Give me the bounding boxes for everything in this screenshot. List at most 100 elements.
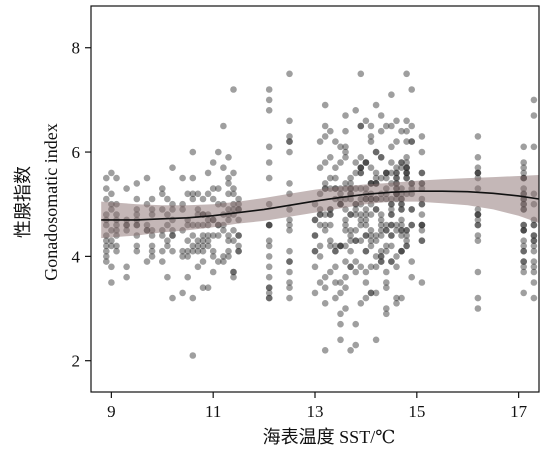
data-point bbox=[474, 221, 482, 229]
data-point bbox=[383, 279, 390, 286]
data-point bbox=[286, 268, 293, 276]
data-point bbox=[393, 221, 400, 229]
data-point bbox=[474, 232, 482, 239]
data-point bbox=[474, 206, 482, 213]
data-point bbox=[286, 279, 293, 286]
data-point bbox=[372, 253, 380, 260]
data-point bbox=[520, 164, 527, 171]
data-point bbox=[327, 237, 334, 244]
data-point bbox=[352, 159, 360, 166]
data-point bbox=[367, 138, 375, 145]
data-point bbox=[337, 159, 344, 166]
data-point bbox=[357, 169, 365, 177]
data-point bbox=[362, 268, 370, 276]
data-point bbox=[265, 294, 273, 302]
data-point bbox=[362, 159, 370, 166]
data-point bbox=[164, 237, 171, 244]
data-point bbox=[418, 133, 426, 140]
data-point bbox=[403, 164, 410, 171]
data-point bbox=[332, 279, 339, 286]
y-tick-label: 8 bbox=[72, 39, 81, 58]
data-point bbox=[403, 164, 410, 171]
data-point bbox=[230, 190, 237, 198]
data-point bbox=[311, 232, 319, 239]
data-point bbox=[362, 247, 370, 255]
data-point bbox=[372, 232, 380, 239]
data-point bbox=[383, 247, 390, 255]
data-point bbox=[108, 242, 115, 250]
data-point bbox=[377, 154, 385, 161]
data-point bbox=[286, 138, 293, 145]
data-point bbox=[103, 174, 110, 182]
data-point bbox=[184, 247, 191, 255]
data-point bbox=[474, 133, 482, 140]
data-point bbox=[311, 247, 319, 255]
data-point bbox=[383, 169, 390, 177]
data-point bbox=[474, 169, 482, 177]
data-point bbox=[337, 289, 344, 297]
data-point bbox=[474, 221, 482, 229]
data-point bbox=[327, 127, 334, 135]
data-point bbox=[520, 221, 527, 229]
data-point bbox=[215, 232, 222, 239]
data-point bbox=[113, 247, 120, 255]
data-point bbox=[123, 263, 130, 271]
data-point bbox=[169, 247, 176, 255]
data-point bbox=[347, 211, 354, 218]
data-point bbox=[530, 263, 538, 271]
data-point bbox=[209, 159, 217, 166]
data-point bbox=[383, 305, 390, 312]
data-point bbox=[332, 174, 339, 182]
data-point bbox=[342, 305, 349, 312]
data-point bbox=[418, 148, 426, 156]
data-point bbox=[159, 190, 166, 198]
data-point bbox=[123, 185, 130, 192]
data-point bbox=[383, 227, 390, 234]
data-point bbox=[184, 237, 191, 244]
data-point bbox=[189, 190, 197, 198]
data-point bbox=[530, 221, 538, 229]
data-point bbox=[337, 279, 344, 286]
data-point bbox=[388, 211, 395, 218]
data-point bbox=[383, 221, 390, 229]
data-point bbox=[398, 206, 405, 213]
data-point bbox=[398, 232, 405, 239]
data-point bbox=[418, 169, 426, 177]
data-point bbox=[189, 195, 197, 203]
data-point bbox=[327, 268, 334, 276]
data-point bbox=[204, 242, 212, 250]
data-point bbox=[372, 336, 380, 344]
data-point bbox=[418, 237, 426, 244]
data-point bbox=[225, 174, 232, 182]
data-point bbox=[108, 169, 115, 177]
data-point bbox=[265, 284, 273, 292]
data-point bbox=[530, 232, 538, 239]
data-point bbox=[316, 242, 324, 250]
data-point bbox=[321, 101, 329, 109]
data-point bbox=[398, 206, 405, 213]
data-point bbox=[418, 169, 426, 177]
data-point bbox=[113, 174, 120, 182]
data-point bbox=[169, 294, 176, 302]
data-point bbox=[372, 263, 380, 271]
data-point bbox=[403, 227, 410, 234]
data-point bbox=[474, 211, 482, 218]
data-point bbox=[113, 242, 120, 250]
fit-curve-layer bbox=[101, 190, 540, 221]
data-point bbox=[383, 122, 390, 130]
data-point bbox=[342, 227, 349, 234]
data-point bbox=[225, 180, 232, 187]
data-point bbox=[398, 247, 405, 255]
data-point bbox=[408, 221, 416, 229]
data-point bbox=[520, 221, 527, 229]
data-point bbox=[327, 174, 334, 182]
data-point bbox=[179, 289, 186, 297]
data-point bbox=[357, 70, 365, 78]
axes: 9 11 13 15 17 2 4 6 8 bbox=[72, 5, 540, 421]
data-point bbox=[209, 268, 217, 276]
data-point bbox=[347, 263, 354, 271]
data-point bbox=[286, 148, 293, 156]
data-point bbox=[199, 237, 207, 244]
data-point bbox=[393, 174, 400, 182]
